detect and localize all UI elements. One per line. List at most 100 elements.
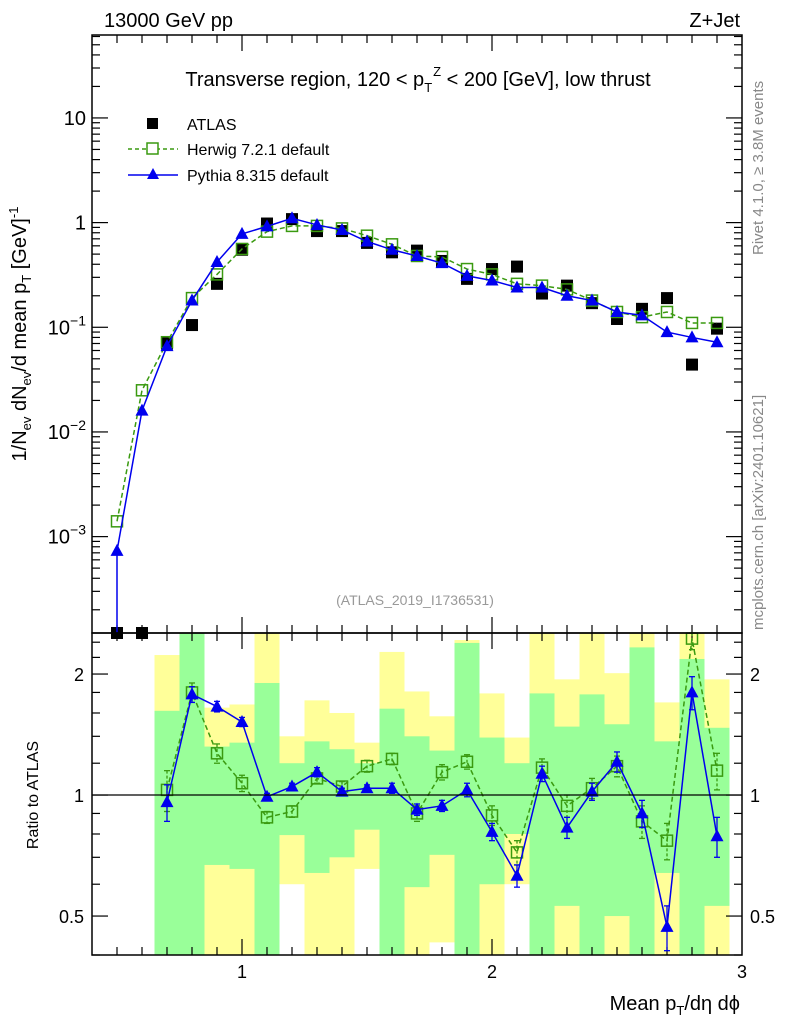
series-line-pythia [116,217,718,633]
pythia-ratio-point [385,781,399,794]
ratio-y-tick-label-right: 0.5 [750,907,775,927]
ratio-uncertainty-bands [154,633,730,955]
y-tick-label: 1 [75,213,86,235]
atlas-data-point [661,292,673,305]
atlas-data-point [561,279,573,292]
ratio-y-tick-label-left: 0.5 [59,907,84,927]
pythia-ratio-point [160,795,174,808]
pythia-ratio-point [510,868,524,881]
pythia-ratio-point [585,784,599,797]
watermark: (ATLAS_2019_I1736531) [336,592,494,608]
pythia-data-point [335,222,349,235]
y-tick-label: 10−1 [48,312,86,339]
pythia-data-point [210,255,224,268]
legend-pythia-label: Pythia 8.315 default [187,168,329,185]
pythia-data-point [285,211,299,224]
herwig-data-point [235,242,249,256]
band-1sigma [204,746,230,865]
pythia-ratio-point [410,802,424,815]
pythia-ratio-point [235,714,249,727]
pythia-ratio-point [435,798,449,811]
pythia-data-point [710,335,724,348]
herwig-data-point [710,316,724,330]
band-1sigma [179,633,205,955]
band-1sigma [154,710,180,955]
herwig-ratio-point [485,809,499,822]
herwig-ratio-point [710,764,724,777]
band-1sigma [529,693,555,955]
main-y-axis-label: 1/Nev dNev/d mean pT [GeV]-1 [6,207,34,462]
pythia-ratio-point [560,820,574,833]
band-1sigma [279,763,305,836]
herwig-ratio-point [235,776,249,790]
pythia-ratio-point [185,687,199,700]
pythia-ratio-point [335,784,349,797]
atlas-data-point [511,260,523,273]
herwig-ratio-point [385,752,399,766]
pythia-ratio-point [710,829,724,842]
pythia-ratio-point [610,754,624,767]
pythia-data-point [535,280,549,293]
ratio-y-axis-label: Ratio to ATLAS [25,741,42,849]
pythia-ratio-point [685,685,699,698]
y-tick-label: 10 [64,108,86,130]
legend-atlas-marker [147,118,158,129]
y-tick-label: 10−2 [48,417,86,444]
band-1sigma [504,763,530,834]
pythia-data-point [560,288,574,301]
herwig-ratio-point [210,747,224,760]
band-1sigma [579,694,605,955]
herwig-data-point [210,268,224,281]
pythia-data-point [610,304,624,317]
pythia-data-point [385,242,399,255]
pythia-ratio-point [660,919,674,932]
band-1sigma [354,763,380,830]
pythia-data-point [510,280,524,293]
atlas-data-point [686,358,698,371]
main-series [110,211,724,639]
pythia-data-point [585,293,599,306]
herwig-ratio-point [460,755,474,769]
pythia-ratio-point [310,765,324,778]
pythia-data-point [160,339,174,352]
x-tick-label: 1 [237,962,247,982]
legend-pythia-marker [147,168,159,179]
band-1sigma [329,749,355,858]
pythia-data-point [185,293,199,306]
pythia-data-point [410,248,424,261]
herwig-data-point [685,316,699,330]
band-1sigma [229,742,255,869]
mcplots-label: mcplots.cern.ch [arXiv:2401.10621] [750,395,767,630]
pythia-ratio-point [360,781,374,794]
pythia-ratio-point [210,699,224,712]
ratio-frame [91,632,743,956]
y-tick-label: 10−3 [48,522,86,549]
atlas-data-point [186,319,198,332]
herwig-ratio-point [260,811,274,824]
band-1sigma [654,741,680,873]
legend-herwig-marker [146,142,159,155]
legend-atlas-label: ATLAS [187,117,237,134]
header-left: 13000 GeV pp [104,10,233,32]
pythia-data-point [660,325,674,338]
pythia-ratio-point [635,806,649,819]
x-axis-label: Mean pT/dη dϕ [610,993,740,1018]
pythia-data-point [110,543,124,556]
x-tick-label: 3 [737,962,747,982]
herwig-ratio-point [660,834,674,847]
pythia-data-point [235,226,249,239]
pythia-data-point [635,308,649,321]
band-1sigma [304,741,330,873]
legend-herwig-label: Herwig 7.2.1 default [187,142,330,159]
herwig-ratio-point [285,805,299,818]
plot-title: Transverse region, 120 < pTZ < 200 [GeV]… [185,64,651,95]
pythia-ratio-point [285,779,299,792]
header-right: Z+Jet [689,10,740,32]
pythia-data-point [360,234,374,247]
ratio-y-tick-label-right: 2 [750,665,760,685]
band-1sigma [454,642,480,955]
pythia-data-point [685,330,699,343]
x-tick-label: 2 [487,962,497,982]
axis-ticks [92,35,742,956]
